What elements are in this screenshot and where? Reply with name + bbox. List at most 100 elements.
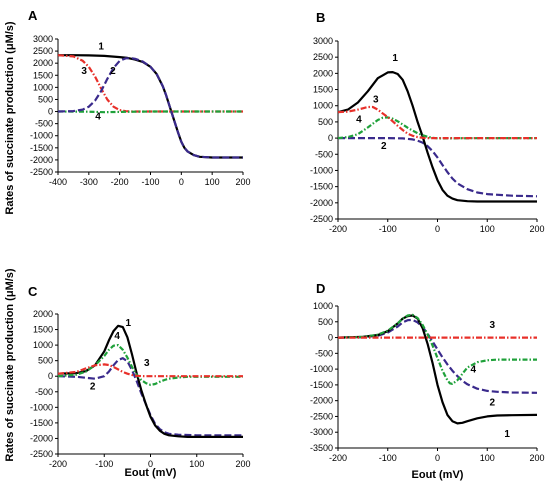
panel-c-y-tick-label: 1000: [33, 340, 53, 350]
panel-d-y-tick-label: 0: [328, 333, 333, 343]
panel-b-y-tick-label: -500: [315, 149, 333, 159]
panel-b-y-tick-label: 500: [318, 117, 333, 127]
panel-b-x-tick-label: 0: [435, 224, 440, 234]
panel-d-y-tick-label: 1000: [313, 301, 333, 311]
panel-a-series-4-line: [57, 110, 243, 114]
panel-b-curve-label-1: 1: [392, 53, 398, 64]
panel-d-y-tick-label: -2000: [310, 396, 333, 406]
panel-a-chart: A-2500-2000-1500-1000-500050010001500200…: [28, 8, 251, 187]
panel-d-series-2-line: [337, 318, 538, 394]
panel-d-x-tick-label: 0: [435, 453, 440, 463]
panel-b-y-tick-label: 2500: [313, 52, 333, 62]
panel-c-y-tick-label: -1000: [30, 402, 53, 412]
panel-c-y-tick-label: 0: [48, 371, 53, 381]
panel-d-y-tick-label: -1000: [310, 364, 333, 374]
panel-d-y-tick-label: -1500: [310, 380, 333, 390]
panel-c-y-tick-label: 1500: [33, 325, 53, 335]
panel-c-x-tick-label: 0: [148, 459, 153, 469]
panel-c-curve-label-2: 2: [90, 381, 96, 392]
panel-a-y-tick-label: -500: [35, 119, 53, 129]
panel-c-series-3-line: [57, 363, 243, 378]
panel-b-x-tick-label: -200: [329, 224, 347, 234]
panel-d-curve-label-3: 3: [489, 320, 495, 331]
panel-a-y-tick-label: 0: [48, 107, 53, 117]
panel-a-series-3-line: [57, 54, 243, 113]
panel-d-x-tick-label: 100: [480, 453, 495, 463]
panel-c-x-tick-label: 100: [189, 459, 204, 469]
panel-a-curve-label-4: 4: [95, 112, 101, 123]
panel-a-curve-label-3: 3: [81, 66, 87, 77]
panel-c-series-1-line: [57, 324, 243, 438]
panel-c-y-tick-label: -2000: [30, 433, 53, 443]
panel-a-curve-label-1: 1: [98, 42, 104, 53]
panel-c-y-tick-label: -500: [35, 387, 53, 397]
panel-c-y-tick-label: 500: [38, 356, 53, 366]
panel-b-curve-label-4: 4: [356, 115, 362, 126]
panel-c-x-tick-label: -200: [49, 459, 67, 469]
panel-d-y-tick-label: -3000: [310, 427, 333, 437]
panel-c-curve-label-4: 4: [114, 331, 120, 342]
panel-c-series-4-line: [57, 344, 243, 386]
panel-a-x-tick-label: 200: [235, 177, 250, 187]
panel-c-y-tick-label: -1500: [30, 418, 53, 428]
panel-a-y-tick-label: 1500: [33, 70, 53, 80]
panel-a-x-tick-label: -100: [141, 177, 159, 187]
panel-b-y-tick-label: 3000: [313, 36, 333, 46]
panel-d-y-tick-label: -3500: [310, 443, 333, 453]
panel-a-x-tick-label: -300: [80, 177, 98, 187]
panel-b-y-tick-label: 2000: [313, 68, 333, 78]
panel-a-curve-label-2: 2: [110, 66, 116, 77]
panel-a-x-tick-label: 0: [179, 177, 184, 187]
panel-b-y-tick-label: 1000: [313, 101, 333, 111]
panel-d-y-tick-label: -500: [315, 348, 333, 358]
panel-a-letter: A: [28, 8, 38, 23]
panel-c-curve-label-1: 1: [126, 318, 132, 329]
panel-c-letter: C: [28, 284, 38, 299]
panel-d-chart: D-3500-3000-2500-2000-1500-1000-50005001…: [310, 281, 545, 481]
panel-c-chart: C-2500-2000-1500-1000-500050010001500200…: [28, 284, 251, 479]
panel-b-x-tick-label: 100: [480, 224, 495, 234]
panel-a-y-tick-label: 1000: [33, 82, 53, 92]
panel-c-y-tick-label: 2000: [33, 309, 53, 319]
panel-b-y-tick-label: -2000: [310, 198, 333, 208]
panel-b-curve-label-3: 3: [373, 94, 379, 105]
panel-a-y-tick-label: 2000: [33, 58, 53, 68]
panel-b-y-tick-label: -2500: [310, 214, 333, 224]
panel-a-x-tick-label: -200: [111, 177, 129, 187]
panel-d-letter: D: [316, 281, 325, 296]
panel-c-x-axis-title: Eout (mV): [125, 467, 177, 479]
panel-b-series-4-line: [337, 116, 537, 140]
panel-a-series-2-line: [57, 57, 243, 159]
panel-b-x-tick-label: -100: [379, 224, 397, 234]
panel-d-series-1-line: [337, 314, 538, 425]
panel-a-y-tick-label: 500: [38, 94, 53, 104]
panel-b-letter: B: [316, 10, 325, 25]
panel-d-curve-label-4: 4: [471, 364, 477, 375]
panel-c-series-2-line: [57, 357, 243, 437]
panel-c-x-tick-label: -100: [95, 459, 113, 469]
panel-a-y-tick-label: -2000: [30, 155, 53, 165]
panel-d-curve-label-2: 2: [489, 397, 495, 408]
panel-d-series-4-line: [337, 313, 537, 385]
panel-b-chart: B-2500-2000-1500-1000-500050010001500200…: [310, 10, 545, 234]
panel-a-y-tick-label: -1000: [30, 131, 53, 141]
panel-d-y-tick-label: -2500: [310, 411, 333, 421]
y-axis-title-bottom: Rates of succinate production (μM/s): [4, 268, 16, 461]
panel-d-x-tick-label: 200: [529, 453, 544, 463]
y-axis-title-top: Rates of succinate production (μM/s): [4, 21, 16, 214]
panel-a-y-tick-label: -1500: [30, 143, 53, 153]
panel-b-series-1-line: [337, 71, 537, 203]
panel-b-x-tick-label: 200: [529, 224, 544, 234]
panel-d-x-axis-title: Eout (mV): [412, 469, 464, 481]
panel-a-y-tick-label: 2500: [33, 46, 53, 56]
panel-d-curve-label-1: 1: [504, 429, 510, 440]
panel-d-y-tick-label: 500: [318, 317, 333, 327]
panel-b-y-tick-label: 0: [328, 133, 333, 143]
panel-b-series-2-line: [338, 137, 538, 198]
panel-b-curve-label-2: 2: [381, 141, 387, 152]
panel-a-y-tick-label: 3000: [33, 34, 53, 44]
panel-b-y-tick-label: 1500: [313, 85, 333, 95]
panel-a-y-tick-label: -2500: [30, 167, 53, 177]
panel-d-x-tick-label: -200: [329, 453, 347, 463]
